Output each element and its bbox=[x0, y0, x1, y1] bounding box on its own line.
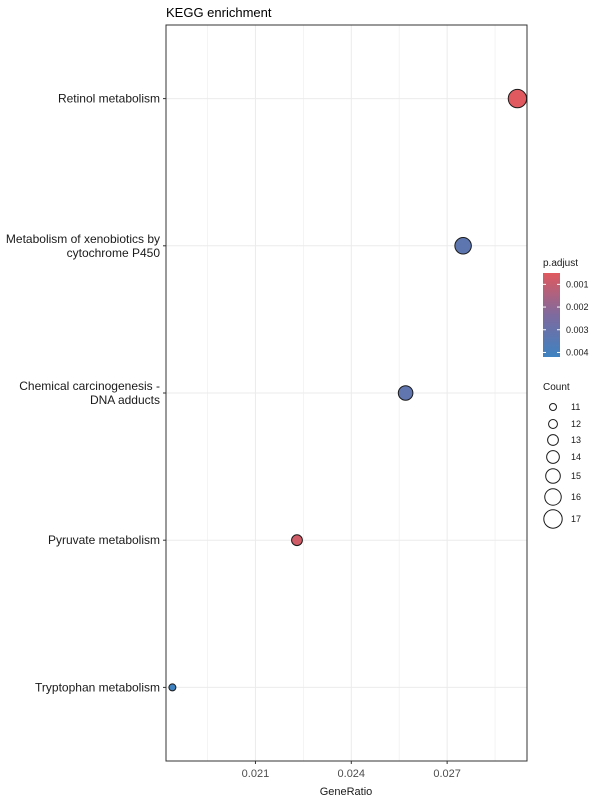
legend-color-label: 0.004 bbox=[566, 347, 589, 357]
legend-count-label: 15 bbox=[571, 471, 581, 481]
legend-count-title: Count bbox=[543, 382, 570, 393]
legend-count-label: 11 bbox=[571, 402, 580, 412]
data-point bbox=[397, 385, 414, 401]
legend-count-label: 13 bbox=[571, 435, 581, 445]
legend-count-circle bbox=[543, 509, 563, 529]
legend-count-circle bbox=[545, 468, 561, 484]
y-tick-label: Metabolism of xenobiotics by bbox=[6, 232, 160, 246]
y-axis: Retinol metabolism Metabolism of xenobiot… bbox=[6, 92, 166, 694]
y-tick-label: Pyruvate metabolism bbox=[48, 533, 160, 547]
legend-count-circle bbox=[546, 450, 560, 464]
legend-count-label: 17 bbox=[571, 514, 581, 524]
legend-count-label: 16 bbox=[571, 492, 581, 502]
legend-p-adjust: p.adjust 0.001 0.002 0.003 0.004 bbox=[543, 258, 589, 357]
data-point bbox=[454, 237, 472, 255]
y-tick-label: Retinol metabolism bbox=[58, 92, 160, 106]
legend-color-label: 0.003 bbox=[566, 325, 589, 335]
grid-lines bbox=[166, 25, 527, 761]
legend-count-circle bbox=[549, 403, 557, 411]
chart-title: KEGG enrichment bbox=[166, 5, 272, 20]
y-tick-label: cytochrome P450 bbox=[67, 246, 161, 260]
x-axis-title: GeneRatio bbox=[320, 786, 373, 798]
legend-count-label: 14 bbox=[571, 452, 581, 462]
x-axis: 0.021 0.024 0.027 bbox=[242, 761, 461, 780]
x-tick-label: 0.024 bbox=[338, 768, 366, 780]
x-tick-label: 0.021 bbox=[242, 768, 270, 780]
legend-count-circle bbox=[548, 419, 558, 429]
legend-color-label: 0.001 bbox=[566, 279, 589, 289]
legend-count: Count 11 12 13 14 15 16 17 bbox=[543, 382, 581, 529]
legend-count-circle bbox=[547, 434, 559, 446]
x-tick-label: 0.027 bbox=[433, 768, 461, 780]
y-tick-label: Tryptophan metabolism bbox=[35, 680, 160, 694]
data-point bbox=[168, 683, 177, 692]
data-points bbox=[168, 88, 528, 692]
legend-color-label: 0.002 bbox=[566, 302, 589, 312]
data-point bbox=[291, 534, 303, 547]
legend-count-label: 12 bbox=[571, 419, 581, 429]
legend-p-adjust-title: p.adjust bbox=[543, 258, 578, 269]
legend-count-circle bbox=[544, 488, 562, 506]
y-tick-label: Chemical carcinogenesis - bbox=[19, 379, 160, 393]
data-point bbox=[507, 88, 528, 109]
legend-color-bar bbox=[543, 273, 560, 357]
y-tick-label: DNA adducts bbox=[90, 393, 160, 407]
